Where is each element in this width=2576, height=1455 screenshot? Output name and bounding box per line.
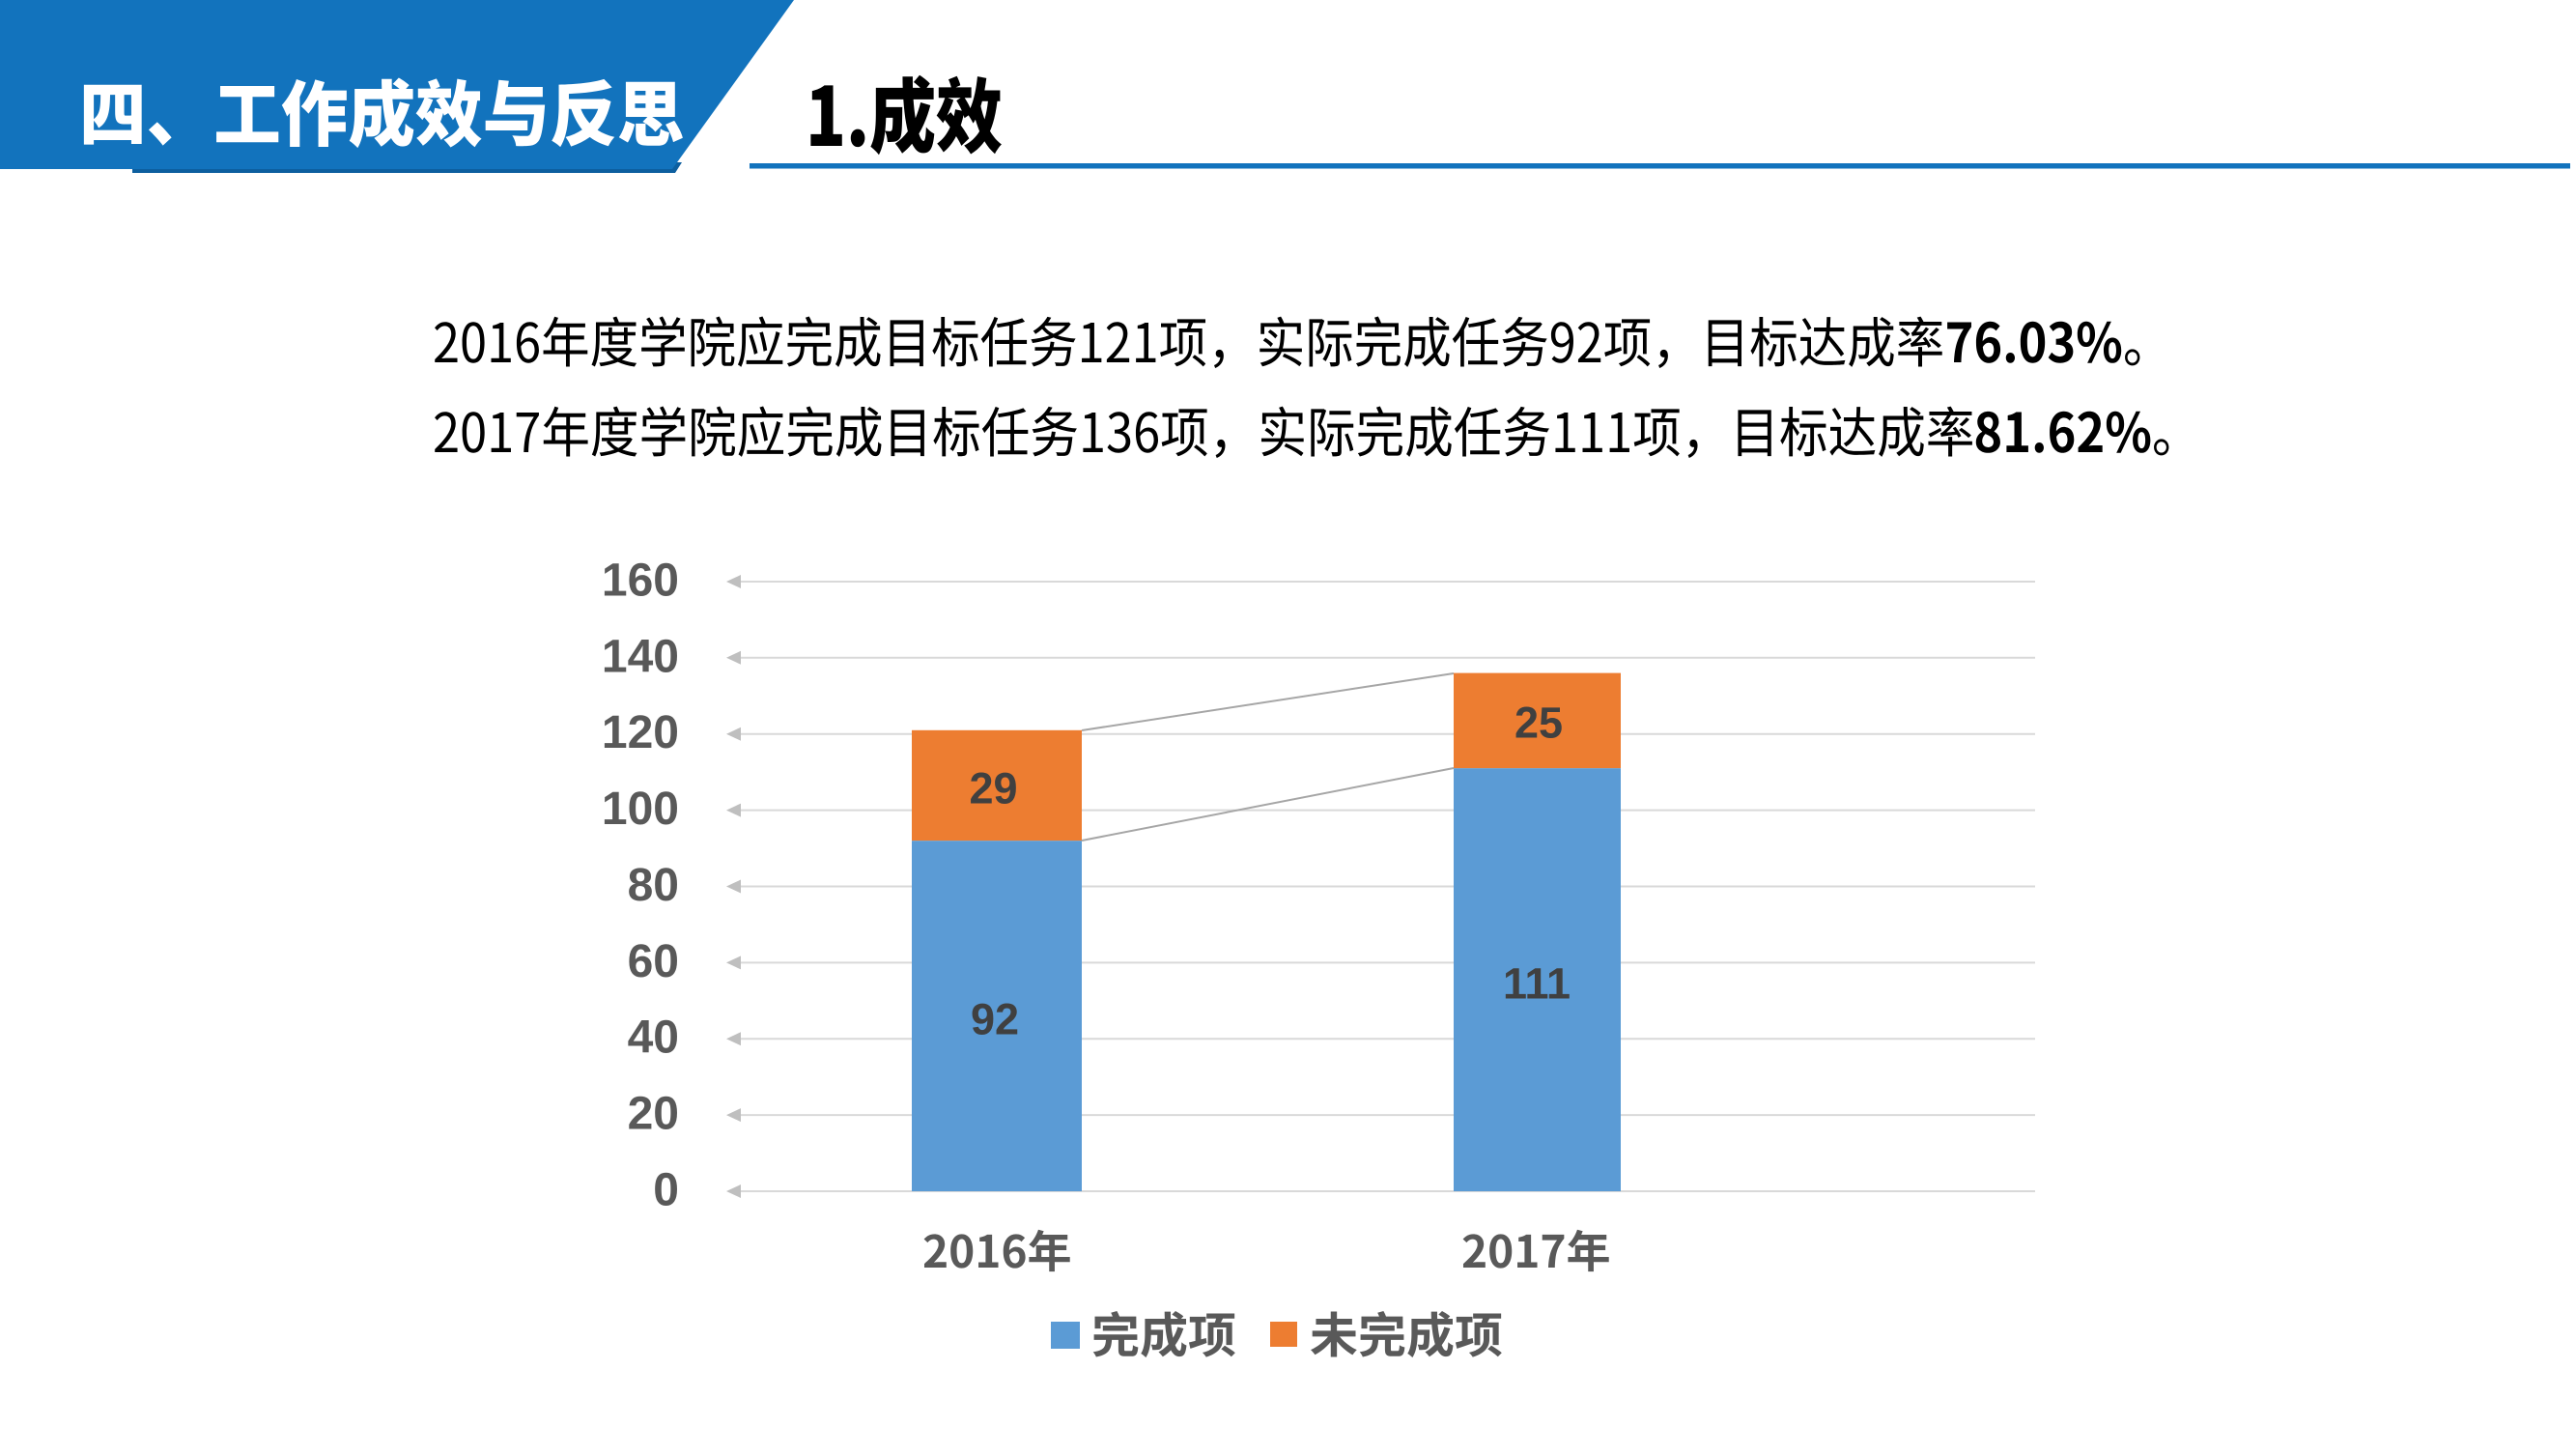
svg-text:80: 80 [628,860,679,911]
svg-text:92: 92 [971,995,1019,1044]
svg-text:120: 120 [602,707,679,758]
svg-text:0: 0 [653,1165,679,1216]
svg-text:20: 20 [628,1089,679,1140]
svg-text:25: 25 [1514,699,1563,748]
svg-text:29: 29 [969,764,1017,813]
svg-text:111: 111 [1503,959,1571,1009]
svg-text:60: 60 [628,936,679,987]
svg-text:160: 160 [602,556,679,607]
svg-text:140: 140 [602,631,679,682]
svg-text:40: 40 [628,1013,679,1064]
svg-text:100: 100 [602,784,679,835]
